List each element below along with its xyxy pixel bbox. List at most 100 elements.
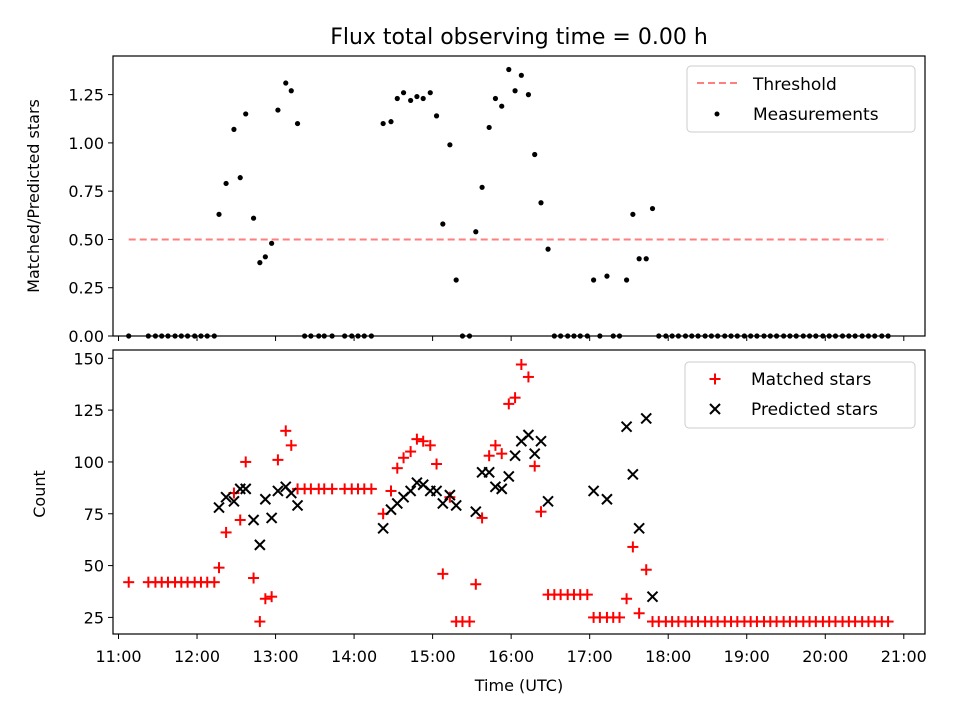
predicted-star-point (535, 435, 547, 447)
y-tick-label: 150 (73, 349, 104, 368)
y-tick-label: 50 (84, 557, 104, 576)
predicted-star-point (254, 539, 266, 551)
measurement-point (414, 93, 420, 100)
measurement-point (512, 88, 518, 94)
legend-x-glyph (709, 403, 721, 415)
matched-star-point (614, 611, 626, 623)
matched-star-point (489, 439, 501, 451)
matched-star-point (266, 591, 278, 603)
top-legend: Threshold Measurements (686, 65, 916, 133)
x-tick-label: 11:00 (95, 647, 141, 666)
measurement-point (420, 95, 426, 102)
matched-star-point (503, 398, 515, 410)
y-tick-label: 1.25 (68, 86, 104, 105)
matched-star-point (437, 568, 449, 580)
measurement-point (649, 205, 656, 212)
measurement-point (486, 124, 492, 131)
matched-star-point (882, 616, 894, 628)
matched-star-point (259, 593, 271, 605)
matched-star-point (496, 448, 508, 460)
matched-star-point (509, 392, 521, 404)
measurement-point (394, 95, 400, 102)
measurement-point (216, 211, 222, 217)
matched-star-point (515, 359, 527, 371)
predicted-star-point (587, 485, 600, 497)
bottom-legend-box (684, 361, 916, 429)
matched-star-point (464, 616, 476, 628)
predicted-star-point (496, 483, 508, 495)
predicted-star-point (272, 485, 284, 497)
top-y-ticks: 0.00 0.25 0.50 0.75 1.00 1.25 (68, 86, 113, 346)
matched-star-point (470, 578, 482, 590)
measurement-point (275, 107, 281, 113)
y-tick-label: 0.25 (68, 279, 104, 298)
bottom-subplot: 25 50 75 100 125 150 11:00 12:00 13:00 14:00 15:0… (30, 349, 927, 695)
predicted-star-point (430, 485, 443, 497)
bottom-y-ticks: 25 50 75 100 125 150 (73, 349, 113, 627)
x-tick-label: 21:00 (881, 647, 927, 666)
matched-star-point (627, 541, 639, 553)
y-tick-label: 75 (84, 505, 104, 524)
matched-star-point (621, 593, 633, 605)
predicted-star-point (259, 493, 272, 505)
predicted-star-point (627, 468, 639, 481)
matched-star-point (483, 450, 495, 462)
measurement-point (408, 97, 414, 104)
measurement-point (440, 221, 446, 227)
matched-star-point (522, 371, 534, 383)
matched-star-point (424, 439, 436, 451)
x-tick-label: 12:00 (174, 647, 220, 666)
top-x-ticks (117, 336, 905, 341)
predicted-star-point (234, 483, 246, 495)
legend-predicted-label: Predicted stars (751, 400, 878, 420)
measurement-point (400, 90, 407, 96)
y-tick-label: 0.00 (68, 327, 104, 346)
y-tick-label: 0.75 (68, 182, 104, 201)
matched-star-point (444, 491, 456, 503)
x-tick-label: 20:00 (802, 647, 848, 666)
x-tick-label: 13:00 (253, 647, 299, 666)
predicted-star-point (522, 429, 535, 441)
measurement-point (380, 120, 386, 127)
measurement-point (427, 90, 433, 96)
matched-star-point (272, 454, 284, 466)
predicted-star-point (228, 495, 240, 508)
predicted-star-point (265, 512, 278, 524)
predicted-star-point (489, 481, 502, 493)
matched-star-point (213, 562, 225, 574)
chart-title: Flux total observing time = 0.00 h (330, 25, 708, 50)
measurement-point (518, 72, 524, 78)
measurement-point (473, 229, 479, 235)
predicted-star-point (640, 412, 652, 425)
measurement-point (643, 256, 649, 262)
predicted-star-point (646, 590, 659, 603)
matched-star-point (234, 514, 246, 526)
matched-star-point (581, 589, 593, 601)
measurement-point (447, 142, 453, 148)
predicted-star-point (483, 466, 495, 479)
predicted-star-point (291, 499, 304, 512)
matched-star-point (123, 576, 135, 588)
matched-star-point (476, 512, 488, 524)
predicted-star-point (444, 489, 456, 501)
predicted-star-point (247, 514, 260, 526)
bottom-x-ticks: 11:00 12:00 13:00 14:00 15:00 16:00 17:00 18:00… (95, 634, 927, 666)
measurement-point (532, 151, 538, 158)
legend-plus-glyph (709, 373, 721, 385)
predicted-star-point (601, 493, 613, 505)
matched-star-point (633, 607, 645, 619)
measurement-point (433, 113, 440, 119)
matched-star-point (208, 576, 220, 588)
measurement-point (243, 111, 249, 117)
matched-star-point (254, 616, 266, 628)
top-legend-box (686, 65, 916, 133)
matched-star-point (431, 458, 443, 470)
measurement-point (479, 184, 485, 190)
x-tick-label: 18:00 (645, 647, 691, 666)
measurement-point (223, 180, 229, 187)
measurement-point (283, 80, 289, 86)
predicted-star-point (620, 420, 633, 433)
legend-matched-marker (709, 373, 721, 385)
measurement-point (499, 103, 505, 109)
